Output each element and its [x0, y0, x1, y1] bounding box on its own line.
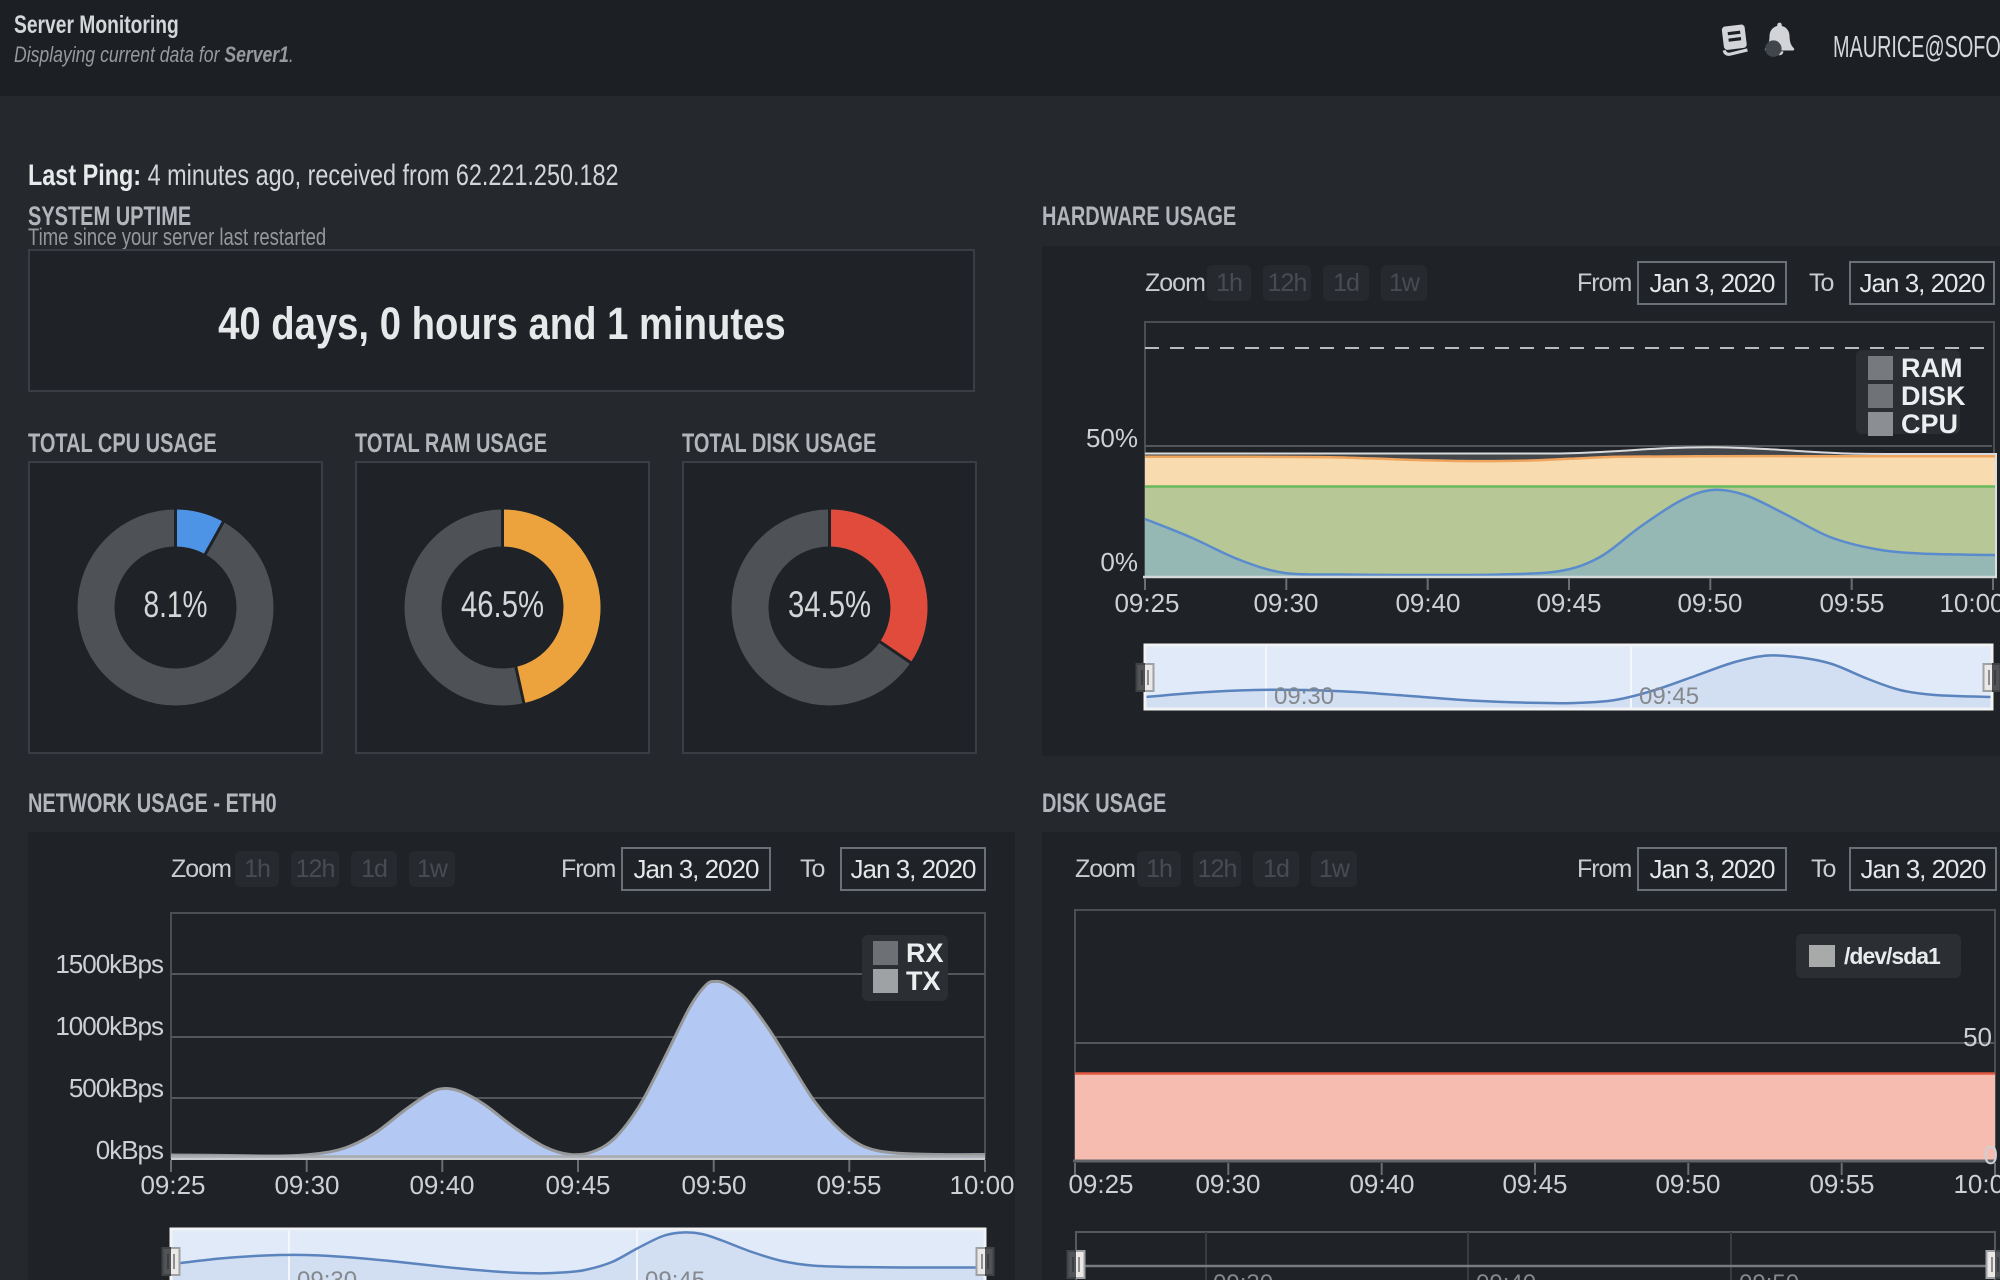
svg-text:09:55: 09:55 — [1809, 1169, 1874, 1199]
svg-text:09:45: 09:45 — [545, 1170, 610, 1200]
svg-text:/dev/sda1: /dev/sda1 — [1844, 943, 1941, 969]
svg-text:TX: TX — [906, 966, 941, 996]
svg-text:09:50: 09:50 — [681, 1170, 746, 1200]
svg-text:34.5%: 34.5% — [788, 584, 871, 625]
svg-text:8.1%: 8.1% — [144, 584, 208, 625]
svg-text:09:40: 09:40 — [1395, 588, 1460, 618]
svg-text:09:50: 09:50 — [1655, 1169, 1720, 1199]
svg-text:09:45: 09:45 — [1639, 683, 1699, 710]
svg-text:09:55: 09:55 — [816, 1170, 881, 1200]
svg-text:50: 50 — [1963, 1022, 1992, 1052]
svg-text:1500kBps: 1500kBps — [55, 949, 164, 979]
svg-text:1000kBps: 1000kBps — [55, 1011, 164, 1041]
svg-text:09:45: 09:45 — [645, 1267, 705, 1280]
svg-text:10:00: 10:00 — [1939, 588, 2000, 618]
svg-text:0: 0 — [1984, 1140, 1998, 1170]
svg-text:09:30: 09:30 — [1274, 683, 1334, 710]
svg-text:09:25: 09:25 — [1068, 1169, 1133, 1199]
svg-text:RX: RX — [906, 938, 944, 968]
svg-text:09:40: 09:40 — [409, 1170, 474, 1200]
svg-text:09:40: 09:40 — [1349, 1169, 1414, 1199]
svg-text:09:50: 09:50 — [1739, 1270, 1799, 1280]
svg-text:09:25: 09:25 — [1114, 588, 1179, 618]
svg-text:09:30: 09:30 — [1253, 588, 1318, 618]
svg-text:DISK: DISK — [1901, 381, 1966, 411]
svg-text:09:30: 09:30 — [1213, 1270, 1273, 1280]
svg-text:09:50: 09:50 — [1677, 588, 1742, 618]
svg-text:09:45: 09:45 — [1536, 588, 1601, 618]
svg-text:0kBps: 0kBps — [96, 1135, 164, 1165]
svg-text:09:40: 09:40 — [1476, 1270, 1536, 1280]
svg-text:RAM: RAM — [1901, 353, 1963, 383]
svg-text:10:00: 10:00 — [949, 1170, 1014, 1200]
svg-text:09:45: 09:45 — [1502, 1169, 1567, 1199]
svg-text:46.5%: 46.5% — [461, 584, 544, 625]
svg-text:09:30: 09:30 — [1195, 1169, 1260, 1199]
svg-text:0%: 0% — [1100, 547, 1138, 577]
svg-text:500kBps: 500kBps — [69, 1073, 164, 1103]
svg-text:09:30: 09:30 — [274, 1170, 339, 1200]
svg-text:CPU: CPU — [1901, 409, 1958, 439]
svg-text:10:00: 10:00 — [1953, 1169, 2000, 1199]
svg-text:50%: 50% — [1086, 423, 1138, 453]
svg-text:09:55: 09:55 — [1819, 588, 1884, 618]
svg-text:09:25: 09:25 — [140, 1170, 205, 1200]
svg-text:09:30: 09:30 — [297, 1267, 357, 1280]
